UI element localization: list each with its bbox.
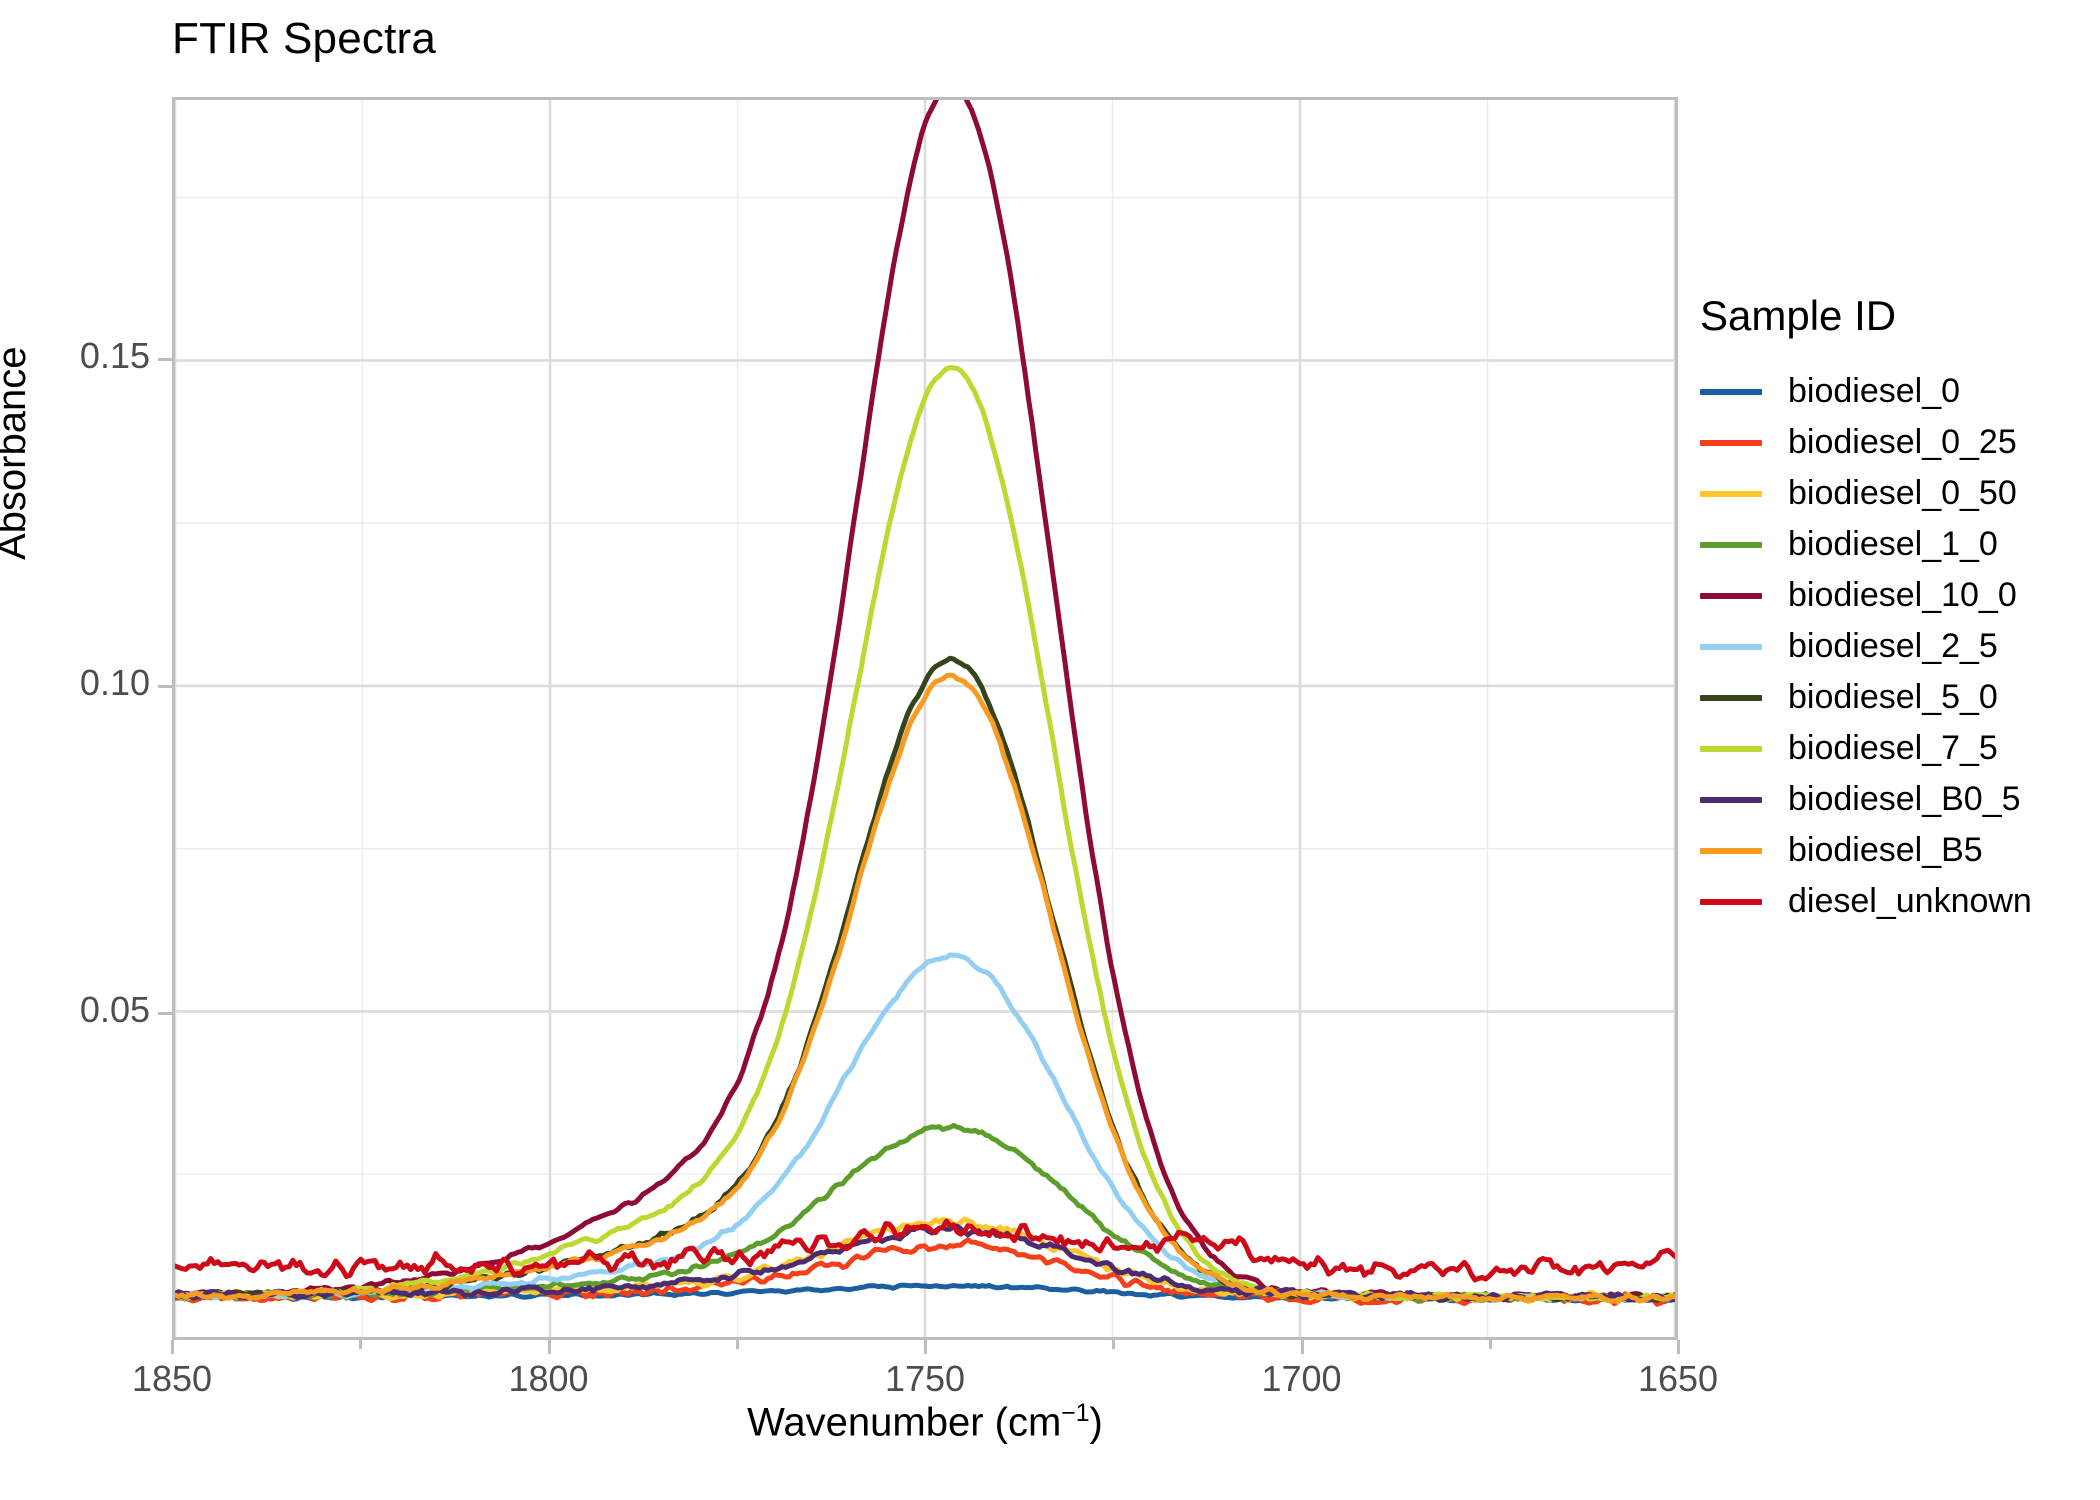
legend-item-label: biodiesel_5_0 bbox=[1788, 678, 1998, 716]
legend-color-key-icon bbox=[1700, 745, 1762, 752]
legend-color-key-icon bbox=[1700, 847, 1762, 854]
spectrum-line-diesel_unknown bbox=[175, 1221, 1675, 1280]
legend-item-label: biodiesel_B5 bbox=[1788, 831, 1983, 869]
y-tick-mark bbox=[158, 1011, 172, 1015]
legend-title: Sample ID bbox=[1700, 292, 1897, 339]
legend-color-key-icon bbox=[1700, 592, 1762, 599]
x-tick-label: 1650 bbox=[1637, 1358, 1719, 1399]
x-tick-label: 1700 bbox=[1261, 1358, 1342, 1399]
y-tick-label: 0.15 bbox=[79, 334, 150, 376]
legend-item-biodiesel_1_0[interactable]: biodiesel_1_0 bbox=[1700, 519, 2090, 570]
y-tick-label: 0.05 bbox=[79, 988, 150, 1030]
x-minor-tick-mark bbox=[735, 1340, 739, 1349]
x-tick-mark bbox=[171, 1340, 174, 1354]
y-tick-label: 0.10 bbox=[79, 661, 150, 703]
legend-item-biodiesel_0_25[interactable]: biodiesel_0_25 bbox=[1700, 417, 2090, 468]
plot-panel bbox=[172, 97, 1678, 1340]
y-tick-mark bbox=[158, 357, 172, 361]
x-axis-title-exponent: −1 bbox=[1061, 1400, 1090, 1427]
legend-item-label: biodiesel_B0_5 bbox=[1788, 780, 2021, 818]
legend-color-key-icon bbox=[1700, 490, 1762, 497]
x-minor-tick-mark bbox=[1112, 1340, 1116, 1349]
legend-item-label: biodiesel_1_0 bbox=[1788, 525, 1998, 563]
legend-item-biodiesel_2_5[interactable]: biodiesel_2_5 bbox=[1700, 621, 2090, 672]
legend-color-key-icon bbox=[1700, 643, 1762, 650]
x-tick-mark bbox=[924, 1340, 927, 1354]
legend-item-label: biodiesel_0_25 bbox=[1788, 423, 2017, 461]
x-tick-label: 1850 bbox=[131, 1358, 213, 1399]
x-axis-title: Wavenumber (cm−1) bbox=[0, 1400, 1850, 1445]
x-tick-mark bbox=[547, 1340, 551, 1354]
x-tick-mark bbox=[1300, 1340, 1304, 1354]
legend-item-label: biodiesel_10_0 bbox=[1788, 576, 2017, 614]
x-minor-tick-mark bbox=[359, 1340, 363, 1349]
legend-color-key-icon bbox=[1700, 388, 1762, 395]
legend-item-label: biodiesel_7_5 bbox=[1788, 729, 1998, 767]
x-minor-tick-mark bbox=[1488, 1340, 1492, 1349]
legend-color-key-icon bbox=[1700, 898, 1762, 905]
legend-item-biodiesel_B5[interactable]: biodiesel_B5 bbox=[1700, 825, 2090, 876]
legend-item-biodiesel_B0_5[interactable]: biodiesel_B0_5 bbox=[1700, 774, 2090, 825]
legend-item-biodiesel_10_0[interactable]: biodiesel_10_0 bbox=[1700, 570, 2090, 621]
x-tick-label: 1750 bbox=[884, 1358, 966, 1399]
spectrum-line-biodiesel_B5 bbox=[175, 675, 1675, 1301]
legend-item-biodiesel_7_5[interactable]: biodiesel_7_5 bbox=[1700, 723, 2090, 774]
legend-color-key-icon bbox=[1700, 796, 1762, 803]
x-axis-title-prefix: Wavenumber (cm bbox=[747, 1400, 1062, 1445]
legend-item-biodiesel_0[interactable]: biodiesel_0 bbox=[1700, 366, 2090, 417]
y-tick-mark bbox=[158, 684, 172, 688]
spectra-plot-svg bbox=[175, 100, 1675, 1337]
gridlines bbox=[175, 100, 1675, 1337]
page-title: FTIR Spectra bbox=[172, 14, 437, 63]
x-axis-title-suffix: ) bbox=[1089, 1400, 1103, 1445]
y-axis-title: Absorbance bbox=[0, 346, 34, 560]
legend-item-biodiesel_0_50[interactable]: biodiesel_0_50 bbox=[1700, 468, 2090, 519]
x-tick-label: 1800 bbox=[508, 1358, 589, 1399]
legend-item-diesel_unknown[interactable]: diesel_unknown bbox=[1700, 876, 2090, 927]
x-tick-mark bbox=[1677, 1340, 1680, 1354]
legend-item-label: biodiesel_0 bbox=[1788, 372, 1961, 410]
legend-item-biodiesel_5_0[interactable]: biodiesel_5_0 bbox=[1700, 672, 2090, 723]
legend-item-label: biodiesel_0_50 bbox=[1788, 474, 2017, 512]
legend-color-key-icon bbox=[1700, 439, 1762, 446]
legend-item-label: biodiesel_2_5 bbox=[1788, 627, 1998, 665]
legend-color-key-icon bbox=[1700, 694, 1762, 701]
legend: Sample ID biodiesel_0 biodiesel_0_25 biodi… bbox=[1700, 292, 2090, 927]
legend-color-key-icon bbox=[1700, 541, 1762, 548]
legend-item-label: diesel_unknown bbox=[1788, 882, 2032, 920]
